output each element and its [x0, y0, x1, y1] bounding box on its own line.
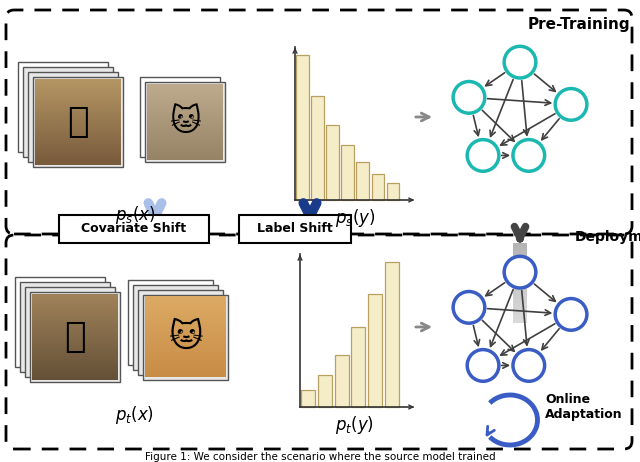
Bar [351, 327, 365, 407]
Bar [513, 315, 527, 319]
Bar [145, 82, 225, 162]
Bar [513, 263, 527, 267]
Circle shape [453, 81, 485, 113]
Text: 🐻: 🐻 [64, 320, 86, 354]
Circle shape [513, 140, 545, 171]
Bar [311, 96, 324, 200]
Text: $p_t(y)$: $p_t(y)$ [335, 414, 374, 436]
Bar [296, 55, 309, 200]
Bar [513, 295, 527, 299]
Bar [132, 285, 218, 370]
Bar [140, 77, 220, 157]
Circle shape [453, 292, 485, 323]
Bar [513, 311, 527, 315]
Bar [513, 247, 527, 251]
Bar [143, 294, 227, 379]
FancyBboxPatch shape [239, 215, 351, 243]
Bar [33, 77, 123, 167]
Circle shape [467, 350, 499, 381]
Text: $p_s(x)$: $p_s(x)$ [115, 204, 156, 226]
Bar [318, 375, 332, 407]
Circle shape [504, 46, 536, 78]
Bar [301, 389, 316, 407]
Bar [513, 287, 527, 291]
Bar [25, 287, 115, 377]
Bar [513, 267, 527, 271]
Text: $p_t(x)$: $p_t(x)$ [115, 404, 154, 426]
Bar [341, 145, 354, 200]
Bar [385, 262, 399, 407]
Bar [513, 291, 527, 295]
Bar [513, 255, 527, 259]
Text: Figure 1: We consider the scenario where the source model trained
with source da: Figure 1: We consider the scenario where… [102, 452, 538, 462]
Bar [513, 279, 527, 283]
Bar [23, 67, 113, 157]
FancyBboxPatch shape [59, 215, 209, 243]
Text: Label Shift: Label Shift [257, 223, 333, 236]
Bar [513, 303, 527, 307]
Bar [513, 307, 527, 311]
Bar [368, 294, 382, 407]
Text: Deployment: Deployment [575, 230, 640, 244]
Bar [513, 319, 527, 323]
Bar [513, 259, 527, 263]
Bar [513, 283, 527, 287]
Bar [372, 174, 384, 200]
Circle shape [555, 89, 587, 120]
Bar [513, 275, 527, 279]
Circle shape [504, 256, 536, 288]
Bar [513, 299, 527, 303]
Bar [30, 292, 120, 382]
Bar [20, 282, 110, 372]
Text: Online
Adaptation: Online Adaptation [545, 393, 623, 421]
Bar [513, 271, 527, 275]
Text: Pre-Training: Pre-Training [527, 17, 630, 32]
Bar [28, 72, 118, 162]
Bar [513, 243, 527, 247]
Text: 🐱: 🐱 [169, 107, 201, 137]
Text: 🐻: 🐻 [67, 105, 89, 139]
Circle shape [555, 298, 587, 330]
Bar [15, 277, 105, 367]
Bar [18, 62, 108, 152]
Bar [335, 355, 349, 407]
Circle shape [467, 140, 499, 171]
Bar [138, 290, 223, 375]
Text: Covariate Shift: Covariate Shift [81, 223, 187, 236]
Bar [387, 182, 399, 200]
Bar [127, 280, 212, 365]
Bar [513, 251, 527, 255]
Text: 🐱: 🐱 [168, 321, 202, 353]
Bar [326, 125, 339, 200]
Circle shape [513, 350, 545, 381]
Text: $p_s(y)$: $p_s(y)$ [335, 207, 375, 229]
Bar [356, 162, 369, 200]
